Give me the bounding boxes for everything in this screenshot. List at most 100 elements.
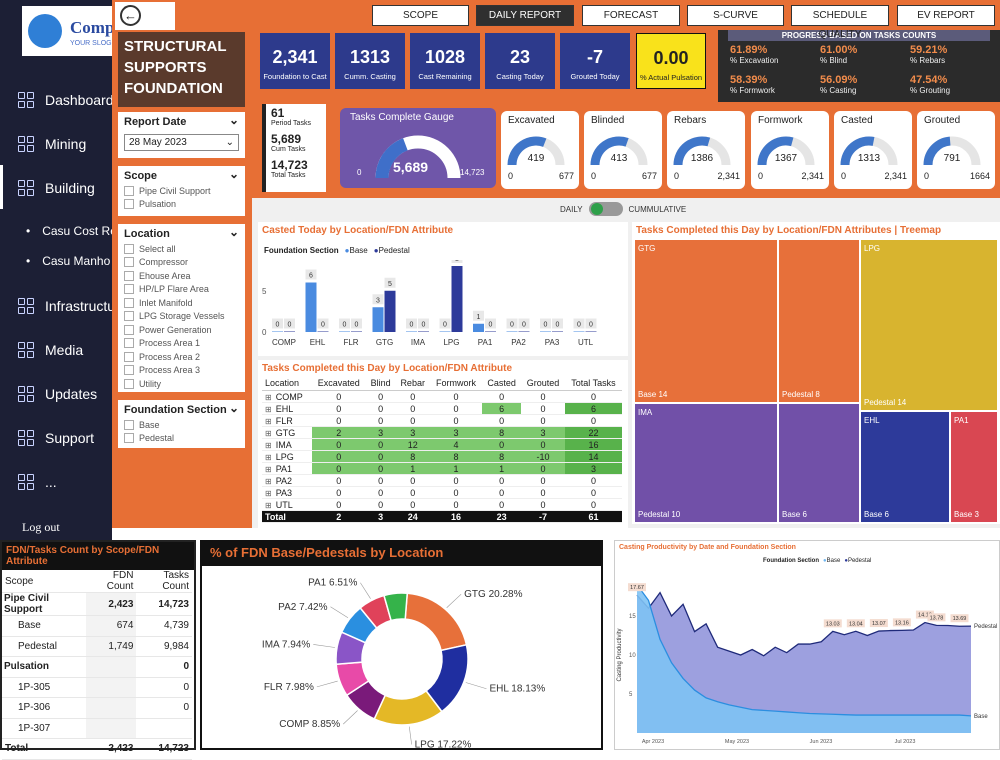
fdn-row[interactable]: Pulsation 0 [2, 656, 192, 678]
table-cell: 1 [482, 462, 522, 475]
fdn-row[interactable]: Pipe Civil Support 2,423 14,723 [2, 592, 192, 616]
table-header[interactable]: Location [262, 376, 312, 391]
treemap-tile[interactable]: GTG Base 14 [634, 239, 778, 403]
slicer-option[interactable]: Process Area 1 [124, 338, 239, 348]
tab-schedule-quality[interactable]: SCHEDULE QUALITY [791, 5, 889, 40]
nav-item-mining[interactable]: Mining [18, 129, 86, 159]
nav-item-updates[interactable]: Updates [18, 379, 97, 409]
area-chart-svg: Casting Productivity 5 10 15 Apr 2023 May 202… [617, 583, 997, 745]
table-cell: 4 [429, 438, 483, 451]
fdn-header[interactable]: Tasks Count [136, 570, 192, 593]
treemap-tile[interactable]: Pedestal 8 [778, 239, 860, 403]
slicer-option[interactable]: Process Area 3 [124, 365, 239, 375]
slicer-option[interactable]: LPG Storage Vessels [124, 311, 239, 321]
fdn-cell: 0 [136, 697, 192, 719]
fdn-header[interactable]: Scope [2, 570, 86, 593]
scope-slicer[interactable]: Scope Pipe Civil Support Pulsation [118, 166, 245, 216]
treemap-tile[interactable]: IMA Pedestal 10 [634, 403, 778, 523]
donut-title: % of FDN Base/Pedestals by Location [202, 542, 601, 566]
table-header[interactable]: Rebar [395, 376, 430, 391]
nav-item-media[interactable]: Media [18, 335, 83, 365]
tab-daily-report[interactable]: DAILY REPORT [476, 5, 574, 26]
nav-item-infrastructu[interactable]: Infrastructu [18, 291, 115, 321]
area-ylabel: Casting Productivity [617, 628, 623, 681]
treemap-tile[interactable]: EHL Base 6 [860, 411, 950, 523]
tab-forecast[interactable]: FORECAST [582, 5, 680, 26]
treemap-tile[interactable]: Base 6 [778, 403, 860, 523]
treemap-tile[interactable]: PA1 Base 3 [950, 411, 998, 523]
table-header[interactable]: Casted [482, 376, 522, 391]
table-header[interactable]: Formwork [429, 376, 483, 391]
slicer-option[interactable]: Inlet Manifold [124, 298, 239, 308]
fdn-row[interactable]: 1P-307 [2, 718, 192, 739]
gauge-card-max: 1664 [969, 171, 990, 181]
tab-ev-report[interactable]: EV REPORT [897, 5, 995, 26]
location-slicer[interactable]: Location Select all Compressor Ehouse Area… [118, 224, 245, 392]
nav-item-support[interactable]: Support [18, 423, 94, 453]
fdn-row[interactable]: 1P-306 0 [2, 697, 192, 719]
report-title-line: STRUCTURAL [124, 38, 227, 55]
toggle-switch[interactable] [588, 202, 623, 216]
fdn-cell: Pedestal [2, 636, 86, 657]
slicer-option[interactable]: Select all [124, 244, 239, 254]
logo[interactable]: Comp YOUR SLOG [22, 6, 114, 56]
nav-item-[interactable]: ... [18, 467, 57, 497]
table-header[interactable]: Excavated [311, 376, 366, 391]
gauge-card-casted: Casted 1313 0 2,341 [834, 111, 912, 189]
fdn-cell: 674 [85, 615, 137, 637]
back-button[interactable]: ← [115, 2, 175, 30]
fdn-row[interactable]: Base 674 4,739 [2, 615, 192, 637]
daily-cumulative-toggle[interactable]: DAILY CUMMULATIVE [560, 202, 686, 216]
nav-item-building[interactable]: Building [18, 173, 95, 203]
nav-subitem[interactable]: Casu Manho [26, 254, 110, 268]
table-header[interactable]: Total Tasks [564, 376, 622, 391]
fdn-row[interactable]: 1P-305 0 [2, 677, 192, 698]
table-cell: 0 [564, 486, 622, 499]
fdn-header[interactable]: FDN Count [85, 570, 137, 593]
table-header[interactable]: Blind [365, 376, 396, 391]
table-cell: 12 [395, 438, 430, 451]
table-cell: 0 [429, 498, 483, 511]
slicer-option[interactable]: Power Generation [124, 325, 239, 335]
kpi-card: 2,341 Foundation to Cast [260, 33, 330, 89]
table-cell: 0 [429, 402, 483, 415]
slicer-option[interactable]: HP/LP Flare Area [124, 284, 239, 294]
tab-s-curve[interactable]: S-CURVE [687, 5, 784, 26]
nav-item-dashboard[interactable]: Dashboard [18, 85, 114, 115]
bar-base [540, 331, 551, 332]
slicer-option[interactable]: Pipe Civil Support [124, 186, 239, 196]
logout-link[interactable]: Log out [22, 520, 60, 534]
fdn-total-cell: Total [2, 738, 86, 760]
fdn-row[interactable]: Pedestal 1,749 9,984 [2, 636, 192, 657]
bar-label-bg [573, 318, 585, 329]
slicer-option[interactable]: Utility [124, 379, 239, 389]
slicer-option[interactable]: Process Area 2 [124, 352, 239, 362]
treemap-tile[interactable]: LPG Pedestal 14 [860, 239, 998, 411]
table-header[interactable]: Grouted [521, 376, 565, 391]
tasks-table-panel: Tasks Completed this Day by Location/FDN… [258, 360, 628, 528]
slicer-option[interactable]: Pulsation [124, 199, 239, 209]
nav-subitem[interactable]: Casu Cost Re [26, 224, 117, 238]
slicer-option[interactable]: Ehouse Area [124, 271, 239, 281]
slicer-option[interactable]: Compressor [124, 257, 239, 267]
foundation-section-slicer[interactable]: Foundation Section Base Pedestal [118, 400, 245, 448]
treemap-tile-label: Pedestal 14 [864, 398, 907, 407]
fdn-cell: 14,723 [136, 592, 192, 616]
area-xtick: May 2023 [725, 739, 749, 745]
grid-icon [18, 92, 34, 108]
report-date-input[interactable]: 28 May 2023 ⌄ [124, 134, 239, 151]
slicer-option[interactable]: Pedestal [124, 433, 239, 443]
tab-scope[interactable]: SCOPE [372, 5, 469, 26]
report-date-slicer[interactable]: Report Date 28 May 2023 ⌄ [118, 112, 245, 158]
slicer-option[interactable]: Base [124, 420, 239, 430]
